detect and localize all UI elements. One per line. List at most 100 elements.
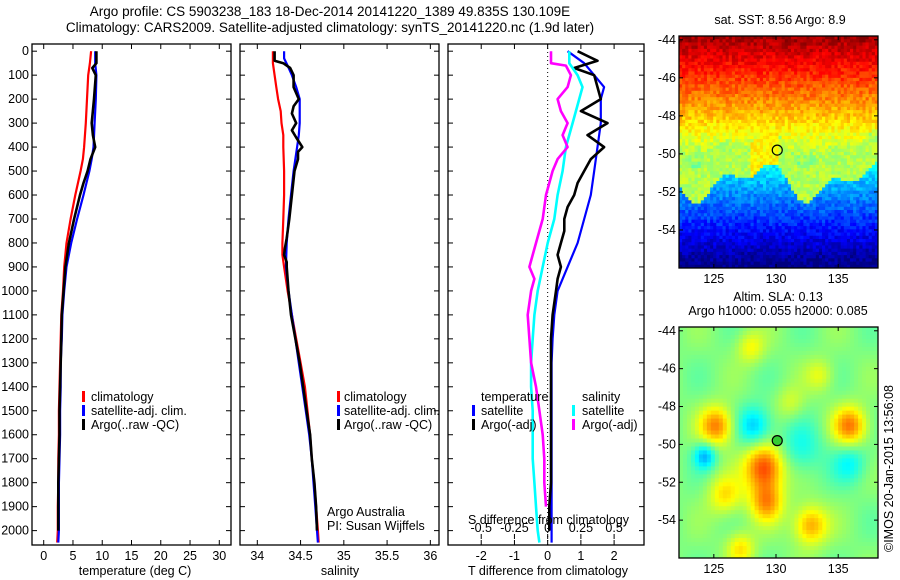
map-cell xyxy=(856,77,860,82)
map-cell xyxy=(685,58,689,63)
map-cell xyxy=(772,155,776,159)
map-cell xyxy=(850,132,854,137)
map-cell xyxy=(815,55,820,59)
map-cell xyxy=(846,216,851,221)
map-cell xyxy=(812,181,817,185)
map-cell xyxy=(874,264,879,269)
map-cell xyxy=(734,110,739,114)
map-cell xyxy=(750,55,755,59)
map-cell xyxy=(703,255,708,259)
map-cell xyxy=(818,158,823,163)
map-cell xyxy=(713,58,717,63)
map-cell xyxy=(741,232,745,237)
map-cell xyxy=(809,248,814,253)
map-cell xyxy=(797,55,801,59)
map-cell xyxy=(738,81,742,85)
map-cell xyxy=(744,174,748,179)
map-cell xyxy=(734,84,739,88)
map-cell xyxy=(700,239,705,243)
map-cell xyxy=(747,251,751,256)
map-cell xyxy=(753,219,758,224)
map-cell xyxy=(688,68,692,72)
map-cell xyxy=(734,330,740,336)
map-cell xyxy=(734,71,739,76)
map-cell xyxy=(850,123,854,127)
map-cell xyxy=(837,248,842,253)
map-cell xyxy=(685,193,689,198)
map-cell xyxy=(822,213,826,217)
map-cell xyxy=(728,84,733,88)
map-cell xyxy=(800,258,804,262)
map-cell xyxy=(794,55,798,59)
map-cell xyxy=(759,226,764,230)
map-cell xyxy=(812,90,817,95)
map-cell xyxy=(716,226,720,230)
map-cell xyxy=(853,261,857,266)
map-cell xyxy=(862,148,866,153)
map-cell xyxy=(725,174,730,179)
map-cell xyxy=(756,206,761,211)
map-cell xyxy=(862,94,866,98)
map-cell xyxy=(853,77,857,82)
map-cell xyxy=(731,129,736,134)
map-cell xyxy=(862,126,866,130)
map-cell xyxy=(871,42,876,47)
map-cell xyxy=(741,113,745,117)
map-cell xyxy=(744,55,748,59)
map-cell xyxy=(710,181,714,185)
map-cell xyxy=(769,36,773,40)
map-cell xyxy=(834,77,838,82)
map-cell xyxy=(843,222,848,227)
map-cell xyxy=(747,45,751,50)
map-cell xyxy=(809,65,814,69)
map-cell xyxy=(766,81,770,85)
map-cell xyxy=(828,58,832,63)
map-cell xyxy=(725,239,730,243)
map-cell xyxy=(728,36,733,40)
map-cell xyxy=(716,232,720,237)
map-cell xyxy=(859,177,863,182)
map-cell xyxy=(812,68,817,72)
map-cell xyxy=(685,184,689,188)
map-cell xyxy=(794,142,798,146)
map-cell xyxy=(710,155,714,159)
map-cell xyxy=(685,68,689,72)
map-cell xyxy=(697,123,702,127)
map-cell xyxy=(744,226,748,230)
map-cell xyxy=(691,100,695,105)
map-cell xyxy=(856,100,860,105)
map-cell xyxy=(840,171,845,175)
map-cell xyxy=(744,39,748,43)
map-cell xyxy=(700,210,705,214)
map-cell xyxy=(775,177,779,182)
map-cell xyxy=(868,264,873,269)
map-cell xyxy=(809,184,814,188)
map-cell xyxy=(865,210,870,214)
map-cell xyxy=(713,71,717,76)
map-cell xyxy=(778,171,783,175)
map-cell xyxy=(784,187,789,192)
map-cell xyxy=(750,206,755,211)
map-cell xyxy=(688,71,692,76)
map-cell xyxy=(772,103,776,108)
map-cell xyxy=(831,190,835,195)
map-cell xyxy=(706,39,711,43)
map-cell xyxy=(769,81,773,85)
map-cell xyxy=(747,48,751,53)
map-cell xyxy=(837,77,842,82)
map-cell xyxy=(850,97,854,101)
map-cell xyxy=(822,255,826,259)
map-cell xyxy=(831,116,835,121)
map-cell xyxy=(868,158,873,163)
map-cell xyxy=(713,48,717,53)
map-cell xyxy=(856,55,860,59)
map-cell xyxy=(790,239,795,243)
map-cell xyxy=(862,255,866,259)
map-cell xyxy=(750,158,755,163)
map-cell xyxy=(734,48,739,53)
map-cell xyxy=(775,152,779,156)
map-cell xyxy=(697,184,702,188)
map-cell xyxy=(750,197,755,201)
map-cell xyxy=(797,36,801,40)
map-cell xyxy=(787,158,792,163)
